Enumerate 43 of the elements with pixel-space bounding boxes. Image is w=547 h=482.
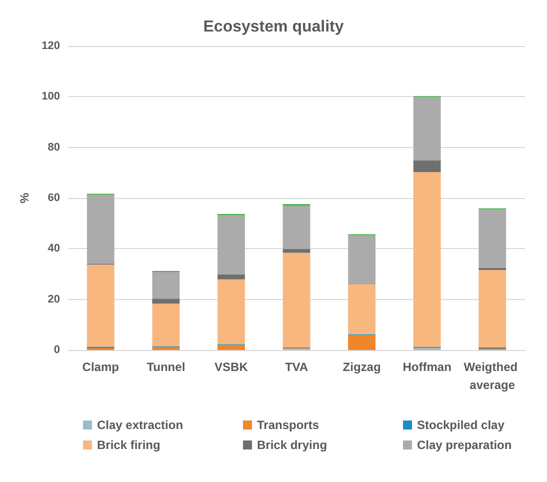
legend-label: Brick drying [257, 438, 328, 452]
chart-title: Ecosystem quality [203, 18, 344, 36]
bar [218, 274, 245, 280]
x-tick-label: Zigzag [342, 360, 381, 374]
y-tick-label: 120 [42, 40, 60, 52]
bar [478, 270, 506, 348]
bar [282, 248, 310, 253]
y-tick-label: 60 [48, 192, 60, 204]
x-tick-label: TVA [284, 360, 308, 374]
bar [218, 344, 245, 350]
bar [478, 209, 506, 268]
bar [152, 346, 180, 350]
y-tick-label: 100 [42, 90, 60, 103]
bar [152, 304, 180, 346]
legend-label: Clay preparation [417, 438, 512, 452]
bar [413, 96, 441, 160]
x-tick-label: VSBK [214, 360, 248, 374]
bar [413, 160, 441, 172]
bar [282, 252, 310, 348]
y-tick-label: 20 [48, 293, 60, 306]
legend-label: Brick firing [97, 438, 160, 452]
y-tick-label: 80 [48, 141, 60, 154]
bar [218, 214, 245, 274]
bar [413, 172, 441, 347]
bar [282, 206, 310, 249]
legend-label: Stockpiled clay [417, 418, 505, 432]
legend-label: Clay extraction [97, 418, 184, 432]
y-tick-label: 0 [54, 344, 60, 356]
bar [152, 272, 180, 299]
bar [152, 298, 180, 304]
y-tick-label: 40 [48, 242, 60, 255]
x-tick-label: Hoffman [402, 360, 452, 374]
legend-label: Transports [257, 418, 320, 432]
y-axis-title: % [18, 192, 32, 204]
x-tick-label: Clamp [82, 360, 119, 374]
bar [348, 284, 376, 334]
bar [218, 279, 245, 344]
bar [348, 235, 376, 284]
bar [86, 194, 114, 264]
bar [348, 335, 376, 350]
x-tick-label: Weigthed average [464, 360, 521, 392]
x-tick-label: Tunnel [146, 360, 186, 374]
bar [86, 264, 114, 347]
